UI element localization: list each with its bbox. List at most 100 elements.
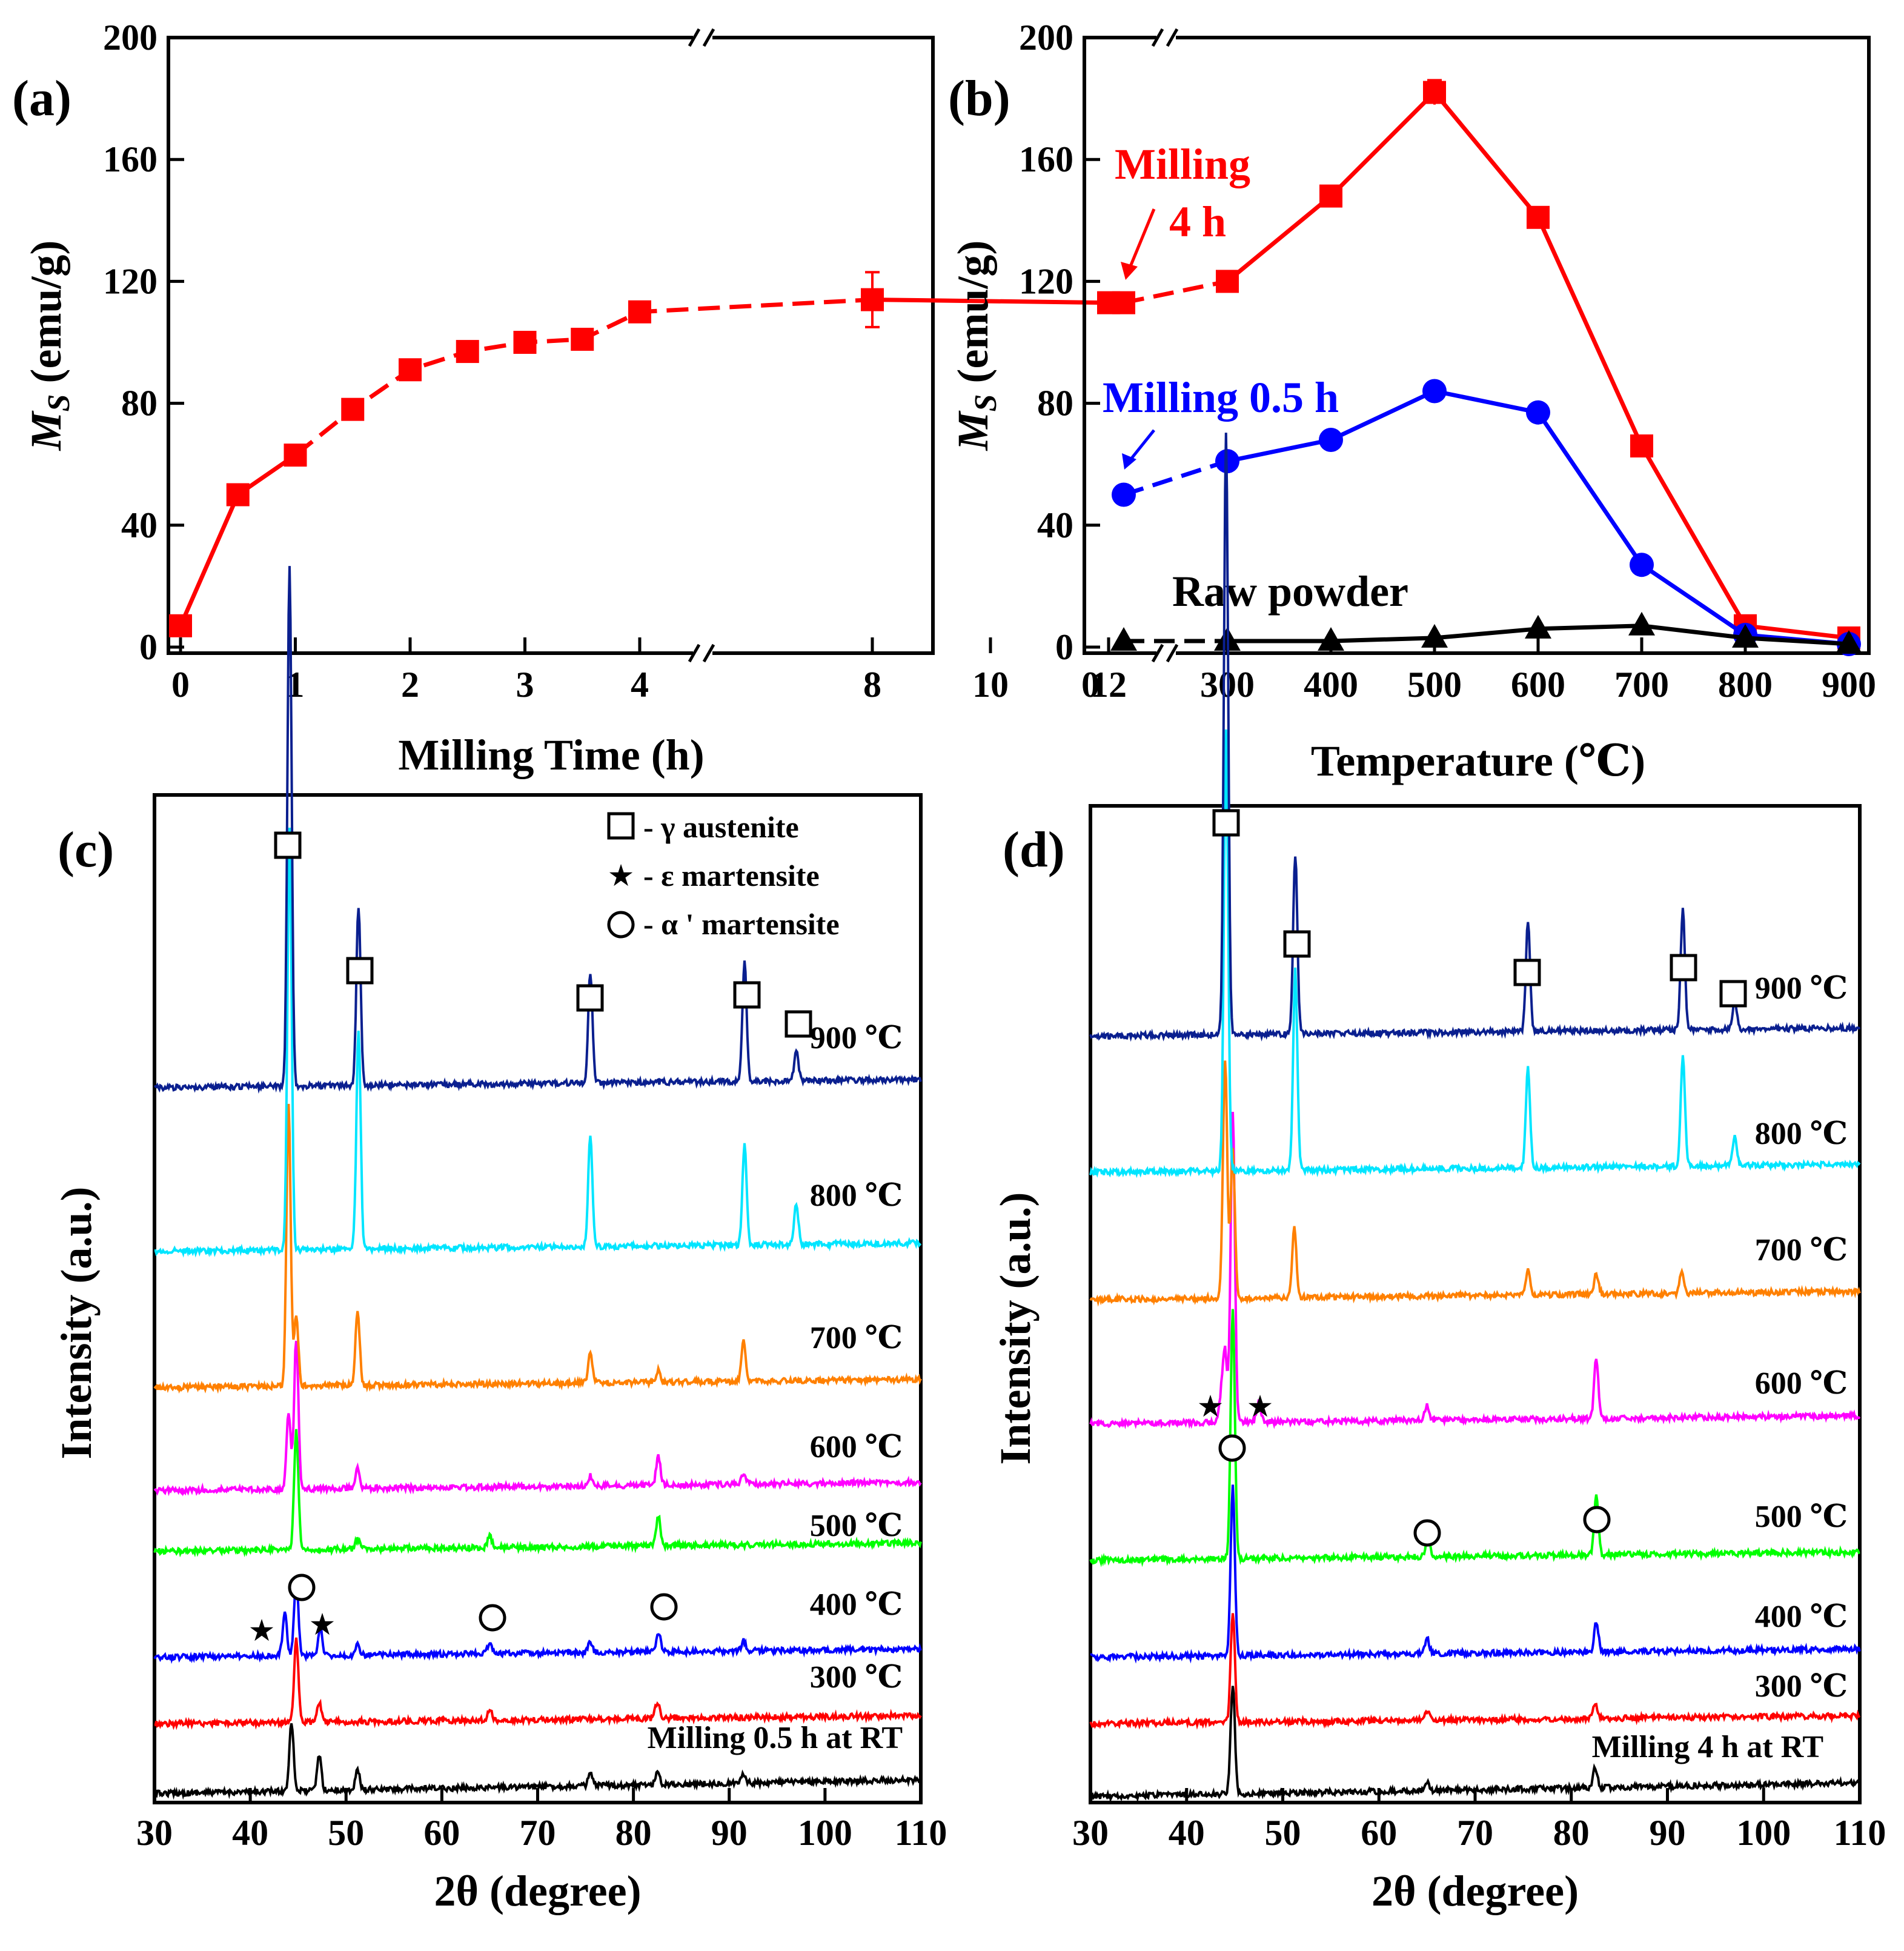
- y-axis-label: Intensity (a.u.): [991, 1192, 1040, 1464]
- x-tick-label: 60: [423, 1813, 460, 1853]
- x-axis-label: Milling Time (h): [398, 731, 704, 779]
- pattern-label-900-: 900 ℃: [1755, 971, 1848, 1006]
- panel-d-xrd-4h: 30 40 50 60 70 80 90 100 110 Milling 4 h at RT 300…: [991, 433, 1886, 1915]
- ms-point: [284, 444, 307, 467]
- milling-4-h-point: [1319, 184, 1342, 208]
- panel-label: (d): [1003, 822, 1065, 878]
- x-tick-label: 30: [1072, 1813, 1109, 1853]
- x-tick-label: 110: [895, 1813, 947, 1853]
- y-axis-label: MS (emu/g): [22, 241, 76, 451]
- austenite-marker: [1670, 954, 1697, 982]
- alpha-martensite-marker: [479, 1604, 506, 1632]
- axis-break-top: [1151, 28, 1179, 47]
- x-tick-label: 2: [401, 665, 419, 705]
- pattern-label-600-: 600 ℃: [810, 1430, 903, 1464]
- milling-0-5-h-point: [1112, 482, 1136, 507]
- arrowhead-milling-4h: [1121, 262, 1138, 280]
- x-tick-label: 110: [1834, 1813, 1886, 1853]
- x-tick-label: 8: [863, 665, 881, 705]
- epsilon-martensite-marker: ★: [1197, 1389, 1224, 1423]
- x-tick-label: 40: [232, 1813, 268, 1853]
- y-tick-label: 80: [121, 384, 158, 424]
- plot-frame: [1083, 36, 1871, 655]
- pattern-label-400-: 400 ℃: [810, 1587, 903, 1622]
- label-milling-0-5h: Milling 0.5 h: [1103, 373, 1339, 422]
- x-tick-label: 12: [1090, 665, 1127, 705]
- pattern-label-600-: 600 ℃: [1755, 1366, 1848, 1401]
- y-axis-label: Intensity (a.u.): [52, 1186, 101, 1459]
- epsilon-martensite-marker: ★: [1247, 1389, 1274, 1423]
- x-tick-label: 400: [1304, 665, 1358, 705]
- pattern-label-300-: 300 ℃: [1755, 1669, 1848, 1704]
- austenite-marker: [1513, 959, 1541, 986]
- xrd-pattern-300-: [1089, 1613, 1861, 1730]
- alpha-martensite-marker: [650, 1593, 678, 1621]
- pattern-label-300-: 300 ℃: [810, 1660, 903, 1695]
- ms-point: [571, 327, 594, 351]
- x-tick-label: 30: [136, 1813, 173, 1853]
- x-tick-label: 900: [1822, 665, 1876, 705]
- pattern-label-milling-0-5-h-at-rt: Milling 0.5 h at RT: [648, 1721, 903, 1755]
- ms-point: [341, 397, 365, 421]
- plot-frame: [167, 36, 935, 655]
- pattern-label-800-: 800 ℃: [810, 1178, 903, 1213]
- panel-label: (c): [58, 822, 114, 878]
- ms-point: [513, 331, 537, 354]
- milling-4-h-point: [1423, 81, 1446, 104]
- xrd-pattern-900-: [153, 566, 922, 1094]
- y-tick-label: 120: [103, 261, 158, 301]
- milling-4-h-line-dashed: [1123, 279, 1228, 305]
- alpha-martensite-marker: [1413, 1519, 1441, 1547]
- xrd-pattern-600-: [153, 1340, 922, 1497]
- arrow-milling-4h: [1128, 208, 1156, 268]
- pattern-label-500-: 500 ℃: [1755, 1500, 1848, 1534]
- alpha-martensite-marker: [1583, 1506, 1611, 1534]
- xrd-pattern-500-: [1089, 1309, 1860, 1567]
- x-tick-label: 10: [972, 665, 1009, 705]
- label-milling-4h-line1: Milling: [1115, 140, 1250, 188]
- legend-austenite-text: - γ austenite: [643, 810, 799, 844]
- epsilon-martensite-marker: ★: [309, 1607, 336, 1641]
- xrd-pattern-800-: [1089, 730, 1861, 1178]
- ms-point: [861, 288, 884, 311]
- label-milling-4h-line2: 4 h: [1169, 198, 1226, 246]
- milling-0-5-h-point: [1319, 427, 1343, 452]
- xrd-pattern-300-: [154, 1637, 922, 1730]
- pattern-label-800-: 800 ℃: [1755, 1117, 1848, 1151]
- austenite-marker: [1719, 980, 1747, 1008]
- pattern-label-400-: 400 ℃: [1755, 1600, 1848, 1634]
- axis-break-top: [688, 28, 715, 47]
- austenite-marker: [1212, 809, 1240, 837]
- xrd-pattern-700-: [153, 1103, 922, 1394]
- austenite-marker: [274, 831, 302, 859]
- ms-line-solid-end: [872, 297, 1109, 305]
- y-tick-label: 40: [121, 505, 158, 545]
- austenite-marker: [784, 1010, 812, 1038]
- x-tick-label: 80: [1553, 1813, 1590, 1853]
- milling-0-5-h-line-dashed: [1123, 459, 1229, 497]
- panel-label: (a): [12, 70, 71, 127]
- x-tick-label: 50: [1265, 1813, 1301, 1853]
- ms-point: [226, 483, 250, 507]
- ms-point: [628, 300, 651, 324]
- y-tick-label: 200: [1019, 18, 1073, 58]
- y-tick-label: 120: [1019, 261, 1073, 301]
- xrd-pattern-milling-4-h-at-rt: [1089, 1686, 1861, 1803]
- legend-epsilon-text: - ε martensite: [643, 859, 820, 892]
- raw-powder-point: [1732, 623, 1759, 648]
- pattern-label-milling-4-h-at-rt: Milling 4 h at RT: [1592, 1730, 1823, 1764]
- xrd-pattern-milling-0-5-h-at-rt: [153, 1723, 922, 1800]
- milling-0-5-h-point: [1526, 400, 1550, 425]
- austenite-marker: [576, 984, 604, 1012]
- austenite-marker: [346, 957, 374, 985]
- epsilon-martensite-marker: ★: [248, 1614, 276, 1647]
- milling-0-5-h-point: [1422, 379, 1447, 404]
- y-tick-label: 40: [1037, 505, 1073, 545]
- ms-point: [399, 358, 422, 382]
- arrow-milling-0-5h: [1129, 429, 1155, 462]
- x-tick-label: 100: [798, 1813, 852, 1853]
- legend-epsilon-symbol: ★: [608, 859, 635, 892]
- pattern-label-900-: 900 ℃: [810, 1021, 903, 1055]
- xrd-pattern-700-: [1089, 1060, 1861, 1307]
